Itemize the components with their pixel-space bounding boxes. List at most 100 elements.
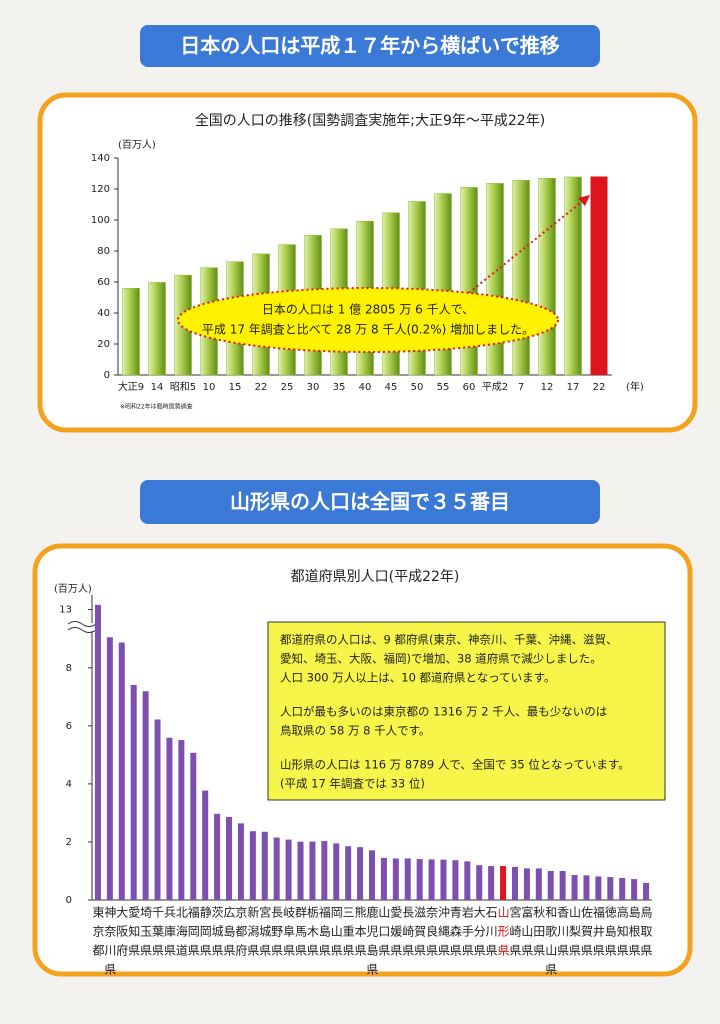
x-tick-label: 長崎県	[401, 906, 415, 963]
chart-title: 全国の人口の推移(国勢調査実施年;大正9年～平成22年)	[195, 112, 545, 129]
heading-box	[140, 480, 600, 524]
x-tick-label: 石川県	[484, 906, 498, 963]
bar	[476, 865, 483, 900]
bar	[428, 859, 435, 900]
annotation-bubble	[177, 287, 559, 353]
heading: 日本の人口は平成１７年から横ばいで推移	[180, 34, 559, 58]
x-tick-label: 10	[203, 382, 216, 393]
bar	[273, 837, 280, 900]
bar	[309, 841, 316, 900]
text-box-line: 都道府県の人口は、9 都府県(東京、神奈川、千葉、沖縄、滋賀、	[280, 633, 617, 647]
text-box-line: 鳥取県の 58 万 8 千人です。	[280, 724, 430, 738]
bar	[631, 879, 638, 900]
x-tick-label: 宮崎県	[508, 905, 522, 963]
x-tick-label: 佐賀県	[579, 906, 593, 963]
x-tick-label: 秋田県	[532, 906, 546, 963]
bar	[619, 877, 626, 900]
x-tick-label: 山口県	[377, 906, 391, 963]
x-tick-label: 福島県	[317, 905, 331, 963]
x-tick-label: 15	[229, 382, 242, 393]
x-tick-label: 島根県	[627, 905, 641, 963]
x-tick-label: 北海道	[174, 906, 188, 963]
bar	[226, 816, 233, 900]
text-box-line: 愛知、埼玉、大阪、福岡)で増加、38 道府県で減少しました。	[280, 652, 602, 666]
x-tick-label: 栃木県	[305, 906, 319, 963]
x-tick-label: 12	[541, 382, 554, 393]
text-box-line: 人口 300 万人以上は、10 都道府県となっています。	[280, 671, 555, 685]
y-tick-label: 60	[97, 277, 110, 288]
axis-break	[67, 621, 97, 634]
y-tick-label: 80	[97, 246, 110, 257]
bar	[106, 637, 113, 900]
x-tick-label: 25	[281, 382, 294, 393]
y-axis-label: (百万人)	[118, 139, 156, 151]
bar	[559, 870, 566, 900]
bar	[595, 876, 602, 900]
x-tick-label: 京都府	[234, 906, 248, 963]
x-tick-label: 平成2	[482, 381, 508, 393]
bar	[345, 846, 352, 900]
x-tick-label: 奈良県	[425, 906, 439, 963]
x-tick-label: 山形県	[496, 906, 510, 963]
y-axis-label: (百万人)	[54, 583, 92, 595]
chart-title: 都道府県別人口(平成22年)	[291, 569, 460, 585]
bar	[564, 176, 582, 376]
bar	[190, 752, 197, 900]
x-tick-label: 岩手県	[460, 905, 474, 963]
bar	[178, 740, 185, 900]
bar	[535, 868, 542, 900]
bar	[202, 790, 209, 900]
x-tick-label: 兵庫県	[162, 906, 176, 963]
x-tick-label: 昭和5	[170, 381, 196, 393]
x-tick-label: 山梨県	[568, 906, 582, 963]
bar	[464, 861, 471, 900]
x-tick-label: 群馬県	[294, 906, 308, 963]
x-tick-label: 大正9	[118, 380, 144, 393]
bar	[357, 847, 364, 900]
bar	[404, 858, 411, 900]
annotation-arrow	[464, 199, 585, 297]
x-tick-label: 40	[359, 382, 372, 393]
bar	[512, 180, 530, 376]
bar	[297, 841, 304, 900]
bar	[547, 870, 554, 900]
annotation-text: 平成 17 年調査と比べて 28 万 8 千人(0.2%) 増加しました。	[202, 323, 534, 337]
x-tick-label: 三重県	[341, 906, 355, 963]
bar	[148, 282, 166, 376]
x-tick-label: 宮城県	[258, 905, 272, 963]
bar	[416, 859, 423, 900]
x-tick-label: 鹿児島県	[365, 905, 379, 982]
bar	[130, 684, 137, 900]
bar	[583, 875, 590, 900]
bar	[607, 877, 614, 900]
bar	[440, 859, 447, 900]
x-tick-label: 福井県	[591, 905, 605, 963]
bar	[249, 831, 256, 900]
bar	[142, 691, 149, 900]
text-box	[267, 621, 666, 801]
x-tick-label: 50	[411, 382, 424, 393]
y-tick-label: 40	[97, 308, 110, 319]
x-tick-label: 徳島県	[603, 905, 617, 963]
arrow-head	[578, 195, 590, 206]
bar	[488, 866, 495, 900]
y-tick-label: 140	[91, 153, 110, 164]
text-box-line: (平成 17 年調査では 33 位)	[280, 777, 425, 791]
x-tick-label: 沖縄県	[436, 906, 450, 963]
bar	[511, 866, 518, 900]
x-tick-label: 高知県	[615, 905, 629, 963]
bar	[369, 850, 375, 900]
x-tick-label: 22	[593, 382, 606, 393]
x-tick-label: 35	[333, 382, 346, 393]
y-tick-label: 0	[66, 895, 72, 906]
x-tick-label: 神奈川県	[103, 906, 117, 982]
x-tick-label: 大分県	[472, 906, 486, 963]
bar	[500, 866, 507, 900]
x-tick-label: 熊本県	[353, 905, 367, 963]
x-tick-label: 千葉県	[151, 906, 165, 963]
x-tick-label: 17	[567, 382, 580, 393]
bar	[523, 868, 530, 900]
x-tick-label: 茨城県	[210, 906, 224, 963]
